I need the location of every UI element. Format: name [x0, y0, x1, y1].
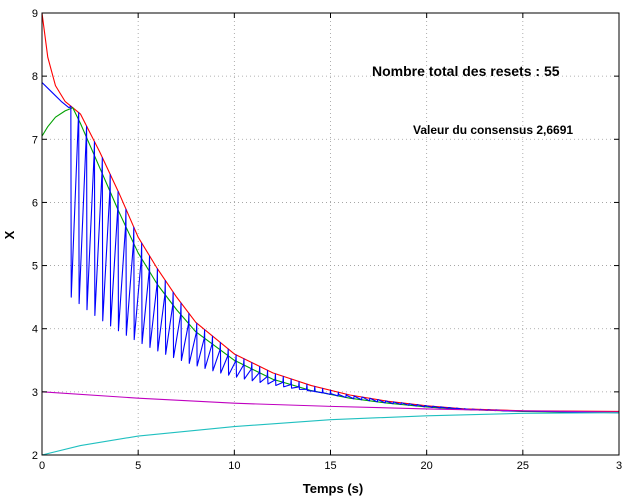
x-axis-label: Temps (s) [303, 481, 363, 496]
x-tick-label: 3 [616, 460, 622, 472]
consensus-annotation: Valeur du consensus 2,6691 [413, 123, 573, 137]
grid [42, 13, 619, 455]
resets-annotation: Nombre total des resets : 55 [372, 63, 560, 79]
x-tick-label: 0 [39, 460, 45, 472]
y-tick-label: 7 [32, 134, 38, 146]
y-tick-label: 6 [32, 197, 38, 209]
x-tick-label: 5 [135, 460, 141, 472]
y-tick-label: 5 [32, 261, 38, 273]
series-line-0 [41, 12, 620, 412]
y-tick-label: 9 [32, 8, 38, 20]
series-group [41, 12, 620, 456]
tick-group: 0 5 10 15 20 25 3 2 3 4 5 6 7 8 9 [32, 8, 622, 472]
series-line-4 [41, 412, 620, 456]
series-line-1 [41, 107, 620, 414]
x-tick-label: 10 [228, 460, 240, 472]
series-line-3 [41, 391, 620, 413]
x-tick-label: 25 [517, 460, 529, 472]
x-tick-label: 15 [324, 460, 336, 472]
series-line-2 [41, 82, 620, 414]
y-tick-label: 8 [32, 71, 38, 83]
y-tick-label: 2 [32, 450, 38, 462]
x-tick-label: 20 [421, 460, 433, 472]
y-tick-label: 4 [32, 324, 38, 336]
y-tick-label: 3 [32, 387, 38, 399]
y-axis-label: X [2, 230, 17, 239]
